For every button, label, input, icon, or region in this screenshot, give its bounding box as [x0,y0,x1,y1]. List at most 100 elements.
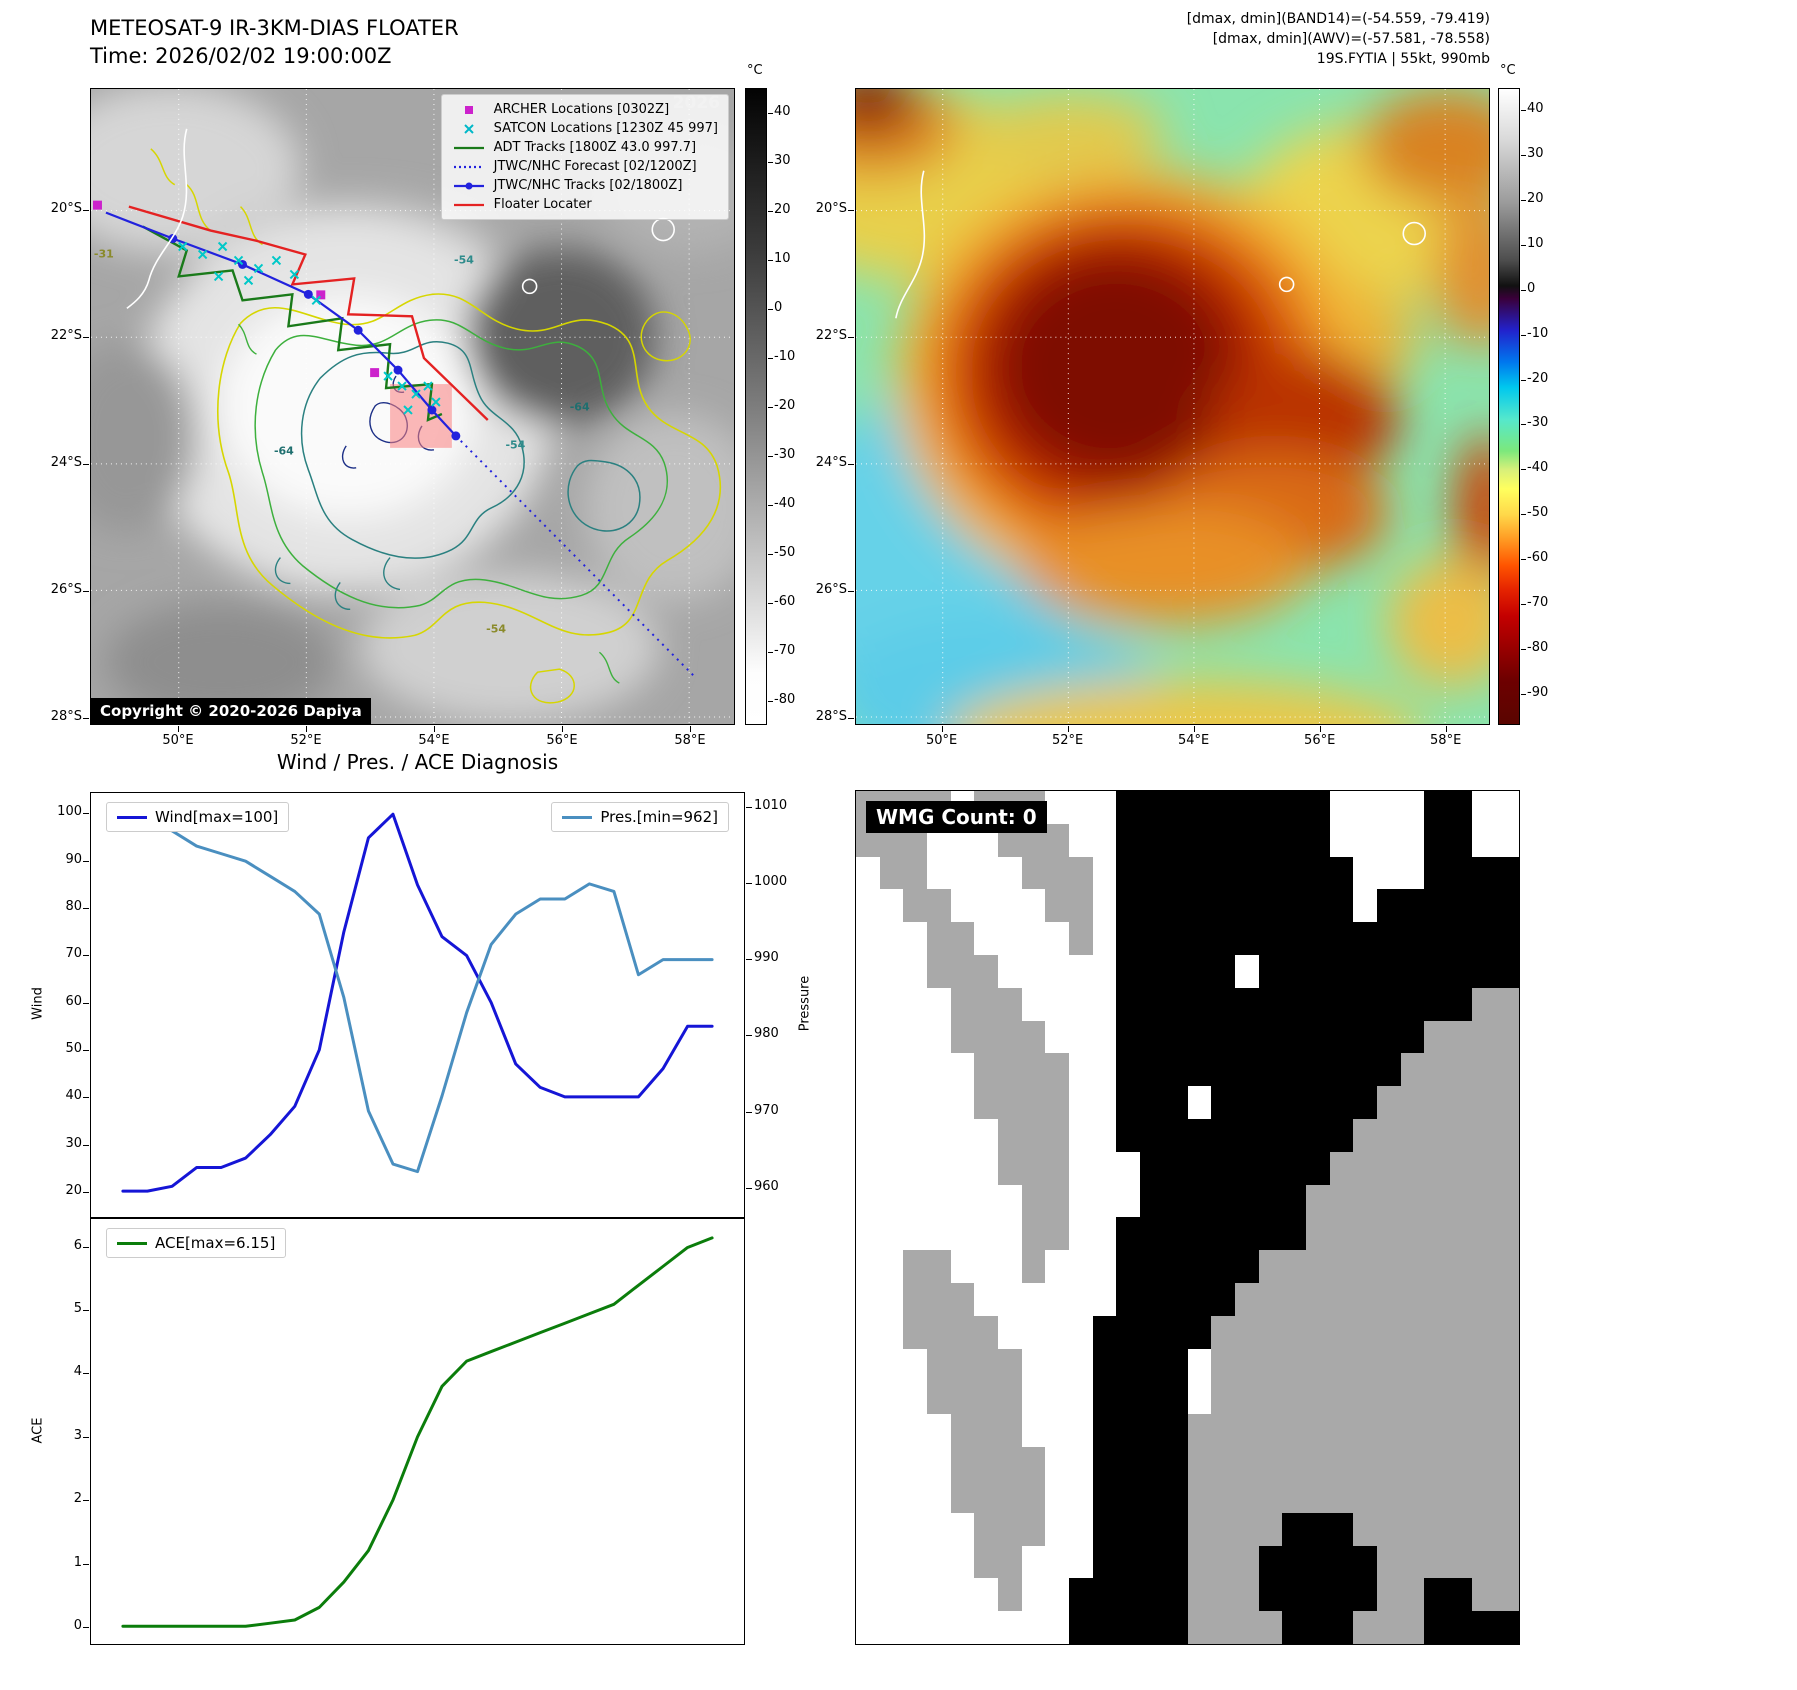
wmg-cell [1305,1283,1330,1316]
y-tick-mark [848,591,854,593]
wmg-cell [1282,1512,1306,1546]
y-tick-label: 6 [73,1237,82,1253]
wmg-cell [1282,1578,1306,1612]
chart-legend: Wind[max=100] [106,802,290,832]
wmg-cell [1069,823,1093,857]
wmg-cell [1447,1348,1472,1382]
wmg-cell [1400,856,1425,890]
wmg-cell [856,1283,880,1316]
colorbar-tick-mark [1521,603,1526,605]
wmg-cell [950,954,975,988]
page-subtitle: Time: 2026/02/02 19:00:00Z [90,44,392,68]
wmg-cell [1187,823,1212,857]
wmg-cell [879,1283,904,1316]
wmg-cell [1353,1119,1377,1152]
wmg-cell [1140,1184,1164,1218]
wmg-cell [1376,1381,1401,1415]
wmg-cell [1092,1512,1117,1546]
wmg-cell [1471,1315,1496,1349]
wmg-cell [1211,791,1235,824]
y-tick-mark [83,1049,89,1051]
wmg-cell [950,1283,975,1316]
archer-fix-markers [92,200,380,378]
wmg-cell [998,1315,1022,1349]
wmg-cell [1163,1578,1188,1612]
chart-legend-label: ACE[max=6.15] [155,1234,276,1252]
wmg-cell [903,1381,928,1415]
wmg-cell [1282,1217,1306,1251]
wmg-cell [879,1053,904,1087]
wmg-cell [1424,1611,1448,1644]
wmg-cell [1163,1447,1188,1480]
wmg-cell [879,1348,904,1382]
colorbar-tick-label: -20 [774,397,796,413]
wmg-cell [1234,1381,1259,1415]
y-tick-label: 5 [73,1300,82,1316]
wmg-cell [1069,1545,1093,1579]
wmg-cell [1116,1020,1141,1054]
wmg-cell [998,987,1022,1021]
wmg-cell [1305,1381,1330,1415]
wmg-cell [1211,1414,1235,1448]
wmg-cell [903,1250,928,1284]
wmg-cell [1471,922,1496,955]
wmg-cell [1447,1184,1472,1218]
y-tick-mark [848,464,854,466]
colorbar-tick-mark [768,455,773,457]
colorbar-tick-mark [768,112,773,114]
wmg-cell [1187,1348,1212,1382]
y-tick-mark [83,1144,89,1146]
wmg-cell [1424,1053,1448,1087]
wmg-cell [998,1414,1022,1448]
wmg-cell [879,1151,904,1185]
wmg-cell [1353,954,1377,988]
wmg-cell [1045,1020,1070,1054]
chart-legend-label: Pres.[min=962] [600,808,718,826]
wmg-cell [974,1348,999,1382]
wmg-cell [927,1020,951,1054]
wmg-cell [1021,1184,1046,1218]
wmg-cell [1495,1315,1519,1349]
wmg-cell [856,1611,880,1644]
wmg-cell [856,1447,880,1480]
wmg-cell [1092,1611,1117,1644]
wmg-cell [1163,1283,1188,1316]
legend-item-label: JTWC/NHC Forecast [02/1200Z] [493,159,697,174]
wmg-cell [1234,856,1259,890]
wmg-cell [1187,1283,1212,1316]
wmg-cell [1234,1053,1259,1087]
wmg-cell [927,1315,951,1349]
wmg-cell [1447,1315,1472,1349]
wmg-cell [1187,1250,1212,1284]
wmg-cell [1045,1414,1070,1448]
wmg-cell [950,1151,975,1185]
colorbar-tick-mark [768,210,773,212]
wmg-cell [1069,856,1093,890]
wmg-cell [927,1119,951,1152]
wmg-cell [903,1578,928,1612]
wmg-cell [879,987,904,1021]
wmg-cell [1353,1151,1377,1185]
wmg-cell [1140,1315,1164,1349]
wmg-cell [1282,791,1306,824]
ir-floater-map: 2026 ARCHER Locations [0302Z]SATCON Loca… [90,88,735,725]
wmg-cell [1400,1184,1425,1218]
y-tick-label: 980 [754,1026,779,1042]
jtwc-forecast-line [455,435,694,676]
contour-label: -54 [505,438,526,452]
wmg-cell [1329,1119,1354,1152]
cloud-field [91,89,734,723]
colorbar-tick-mark [768,651,773,653]
wmg-cell [1069,1283,1093,1316]
wmg-cell [998,1086,1022,1119]
line-swatch-icon [453,146,484,149]
wmg-cell [879,1217,904,1251]
jtwc-track-line [105,211,457,437]
wmg-cell [1447,1578,1472,1612]
wmg-cell [974,987,999,1021]
wmg-cell [1211,1020,1235,1054]
wmg-cell [974,856,999,890]
wmg-cell [1140,1053,1164,1087]
wmg-cell [1092,954,1117,988]
y-tick-mark [83,1563,89,1565]
